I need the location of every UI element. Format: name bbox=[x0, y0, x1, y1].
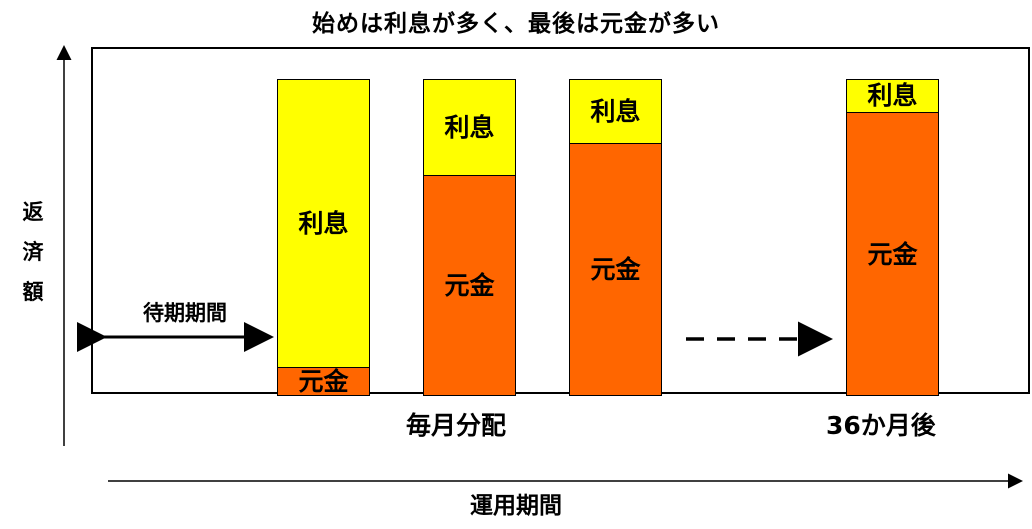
principal-segment: 元金 bbox=[570, 143, 661, 395]
y-axis-label-char: 返 bbox=[22, 200, 44, 224]
principal-label: 元金 bbox=[444, 271, 495, 300]
y-axis-label-char: 額 bbox=[22, 280, 44, 304]
principal-segment: 元金 bbox=[847, 112, 938, 395]
interest-label: 利息 bbox=[590, 96, 641, 126]
principal-segment: 元金 bbox=[278, 367, 369, 395]
diagram-title: 始めは利息が多く、最後は元金が多い bbox=[312, 11, 720, 37]
bar: 利息 元金 bbox=[569, 79, 662, 396]
y-axis-label: 返 済 額 bbox=[18, 192, 48, 312]
interest-segment: 利息 bbox=[847, 80, 938, 112]
after-36-months-label: 36か月後 bbox=[826, 411, 936, 440]
bar: 利息 元金 bbox=[277, 79, 370, 396]
principal-segment: 元金 bbox=[424, 175, 515, 395]
interest-label: 利息 bbox=[298, 208, 349, 238]
interest-segment: 利息 bbox=[278, 80, 369, 367]
waiting-period-label: 待期期間 bbox=[143, 301, 227, 325]
interest-segment: 利息 bbox=[424, 80, 515, 175]
plot-frame bbox=[91, 47, 1030, 394]
interest-segment: 利息 bbox=[570, 80, 661, 143]
bar: 利息 元金 bbox=[423, 79, 516, 396]
principal-label: 元金 bbox=[298, 367, 349, 396]
principal-label: 元金 bbox=[867, 239, 918, 269]
interest-label: 利息 bbox=[867, 81, 918, 110]
bar: 利息 元金 bbox=[846, 79, 939, 396]
y-axis-label-char: 済 bbox=[22, 240, 44, 264]
principal-label: 元金 bbox=[590, 255, 641, 284]
monthly-distribution-label: 毎月分配 bbox=[406, 411, 507, 440]
interest-label: 利息 bbox=[444, 112, 495, 142]
x-axis-label: 運用期間 bbox=[470, 493, 562, 519]
